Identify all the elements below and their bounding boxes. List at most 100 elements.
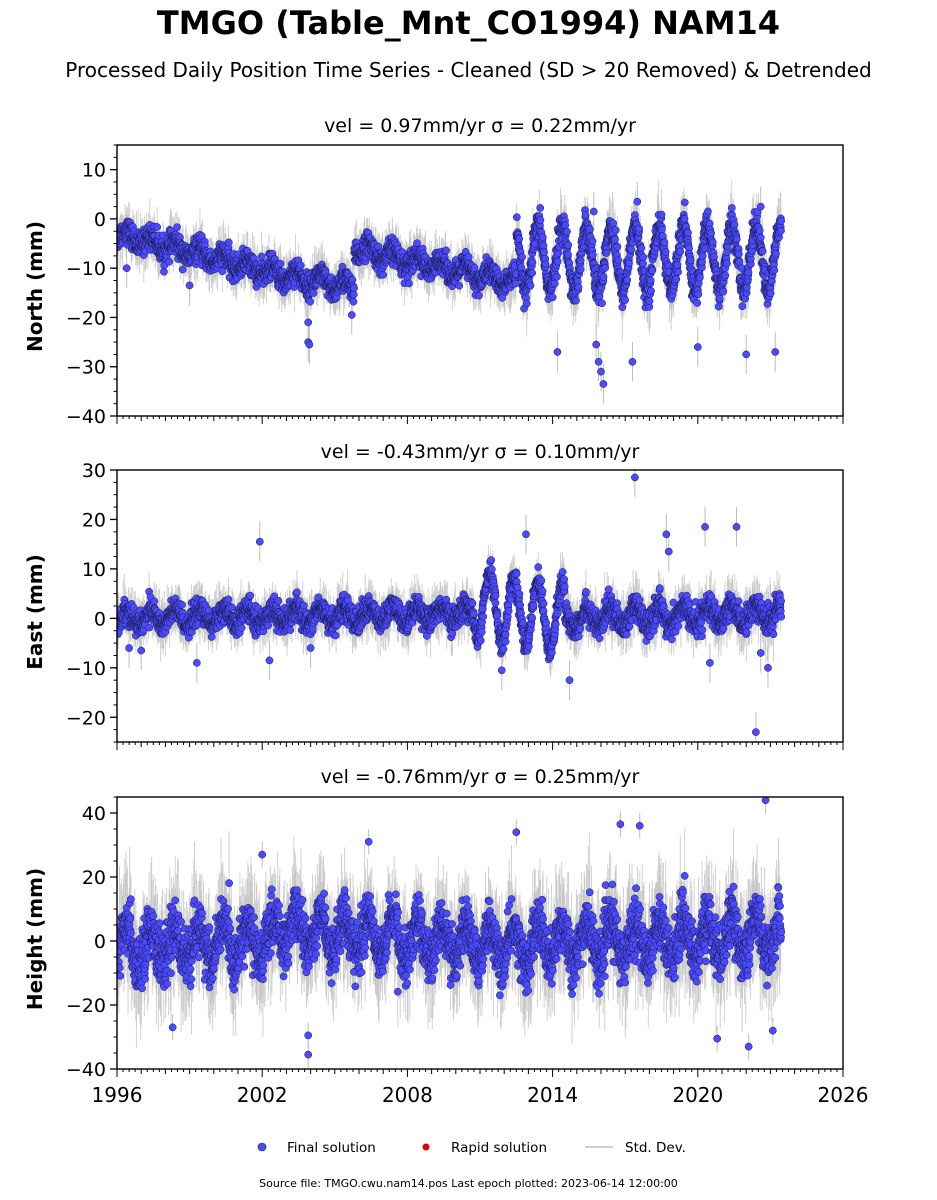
final-solution-point	[647, 287, 655, 295]
final-solution-point	[698, 252, 707, 260]
final-solution-point	[405, 279, 413, 288]
final-solution-point	[673, 260, 682, 269]
final-solution-point	[589, 207, 598, 216]
final-solution-point	[721, 271, 730, 280]
final-solution-point	[599, 273, 608, 281]
final-solution-point	[306, 297, 315, 306]
final-solution-point	[518, 253, 526, 261]
final-solution-point	[648, 266, 657, 275]
final-solution-point	[676, 247, 685, 256]
y-tick-label: 0	[94, 209, 106, 231]
final-solution-point	[574, 283, 583, 292]
final-solution-point	[585, 225, 594, 234]
final-solution-point	[686, 256, 695, 265]
final-solution-point	[581, 210, 590, 219]
north-data-series	[117, 179, 785, 404]
final-solution-point	[611, 226, 620, 234]
final-solution-point	[185, 281, 194, 290]
final-solution-point	[693, 343, 702, 351]
final-solution-point	[599, 380, 608, 388]
final-solution-point	[512, 279, 520, 288]
final-solution-point	[538, 233, 547, 241]
final-solution-point	[777, 226, 785, 235]
final-solution-point	[658, 225, 666, 234]
final-solution-point	[564, 241, 573, 249]
final-solution-point	[658, 232, 667, 240]
final-solution-point	[165, 257, 173, 266]
east-panel-title: vel = -0.43mm/yr σ = 0.10mm/yr	[321, 441, 640, 463]
final-solution-point	[296, 261, 305, 270]
figure-subtitle: Processed Daily Position Time Series - C…	[65, 58, 872, 82]
y-tick-label: −30	[66, 357, 106, 379]
final-solution-point	[512, 213, 521, 222]
final-solution-point	[553, 272, 561, 281]
north-y-axis-label: North (mm)	[23, 221, 47, 352]
final-solution-point	[633, 197, 642, 206]
final-solution-point	[536, 204, 545, 212]
final-solution-point	[770, 266, 779, 275]
final-solution-point	[609, 219, 618, 228]
final-solution-point	[771, 348, 780, 356]
final-solution-point	[715, 294, 724, 303]
final-solution-point	[680, 198, 689, 207]
final-solution-point	[734, 250, 743, 258]
final-solution-point	[708, 238, 717, 247]
final-solution-point	[672, 275, 681, 283]
final-solution-point	[564, 250, 572, 259]
final-solution-point	[309, 289, 318, 297]
final-solution-point	[350, 284, 358, 292]
final-solution-point	[618, 303, 627, 312]
final-solution-point	[719, 287, 728, 296]
final-solution-point	[588, 237, 597, 245]
final-solution-point	[224, 238, 233, 247]
final-solution-point	[707, 229, 715, 238]
final-solution-point	[623, 276, 632, 284]
final-solution-point	[572, 296, 580, 305]
final-solution-point	[515, 234, 524, 243]
final-solution-point	[601, 263, 609, 272]
final-solution-point	[178, 265, 187, 274]
y-tick-label: −20	[66, 307, 106, 329]
north-final-points	[117, 197, 785, 388]
final-solution-point	[526, 281, 535, 290]
final-solution-point	[379, 270, 387, 279]
final-solution-point	[756, 233, 765, 242]
final-solution-point	[536, 216, 545, 225]
final-solution-point	[588, 251, 597, 259]
final-solution-point	[661, 248, 670, 256]
final-solution-point	[528, 258, 537, 267]
final-solution-point	[680, 214, 689, 223]
final-solution-point	[349, 290, 358, 299]
final-solution-point	[597, 367, 605, 376]
final-solution-point	[464, 253, 473, 261]
final-solution-point	[305, 340, 314, 349]
final-solution-point	[758, 247, 767, 256]
final-solution-point	[639, 259, 647, 268]
north-panel: vel = 0.97mm/yr σ = 0.22mm/yr North (mm) 1…	[23, 115, 844, 428]
final-solution-point	[594, 357, 603, 366]
final-solution-point	[517, 263, 525, 272]
final-solution-point	[276, 259, 285, 268]
final-solution-point	[576, 265, 585, 274]
final-solution-point	[122, 264, 131, 273]
final-solution-point	[777, 216, 785, 225]
east-data-series	[117, 470, 786, 742]
final-solution-point	[628, 357, 637, 366]
final-solution-point	[304, 318, 313, 327]
final-solution-point	[742, 350, 751, 359]
final-solution-point	[611, 235, 619, 244]
final-solution-point	[541, 260, 550, 268]
y-tick-label: −10	[66, 258, 106, 280]
y-tick-label: −40	[66, 406, 106, 428]
final-solution-point	[730, 220, 739, 229]
final-solution-point	[442, 246, 450, 255]
final-solution-point	[625, 259, 633, 268]
final-solution-point	[755, 226, 764, 235]
final-solution-point	[553, 348, 562, 356]
final-solution-point	[756, 202, 765, 211]
final-solution-point	[540, 248, 548, 257]
final-solution-point	[475, 291, 483, 300]
final-solution-point	[153, 223, 161, 231]
